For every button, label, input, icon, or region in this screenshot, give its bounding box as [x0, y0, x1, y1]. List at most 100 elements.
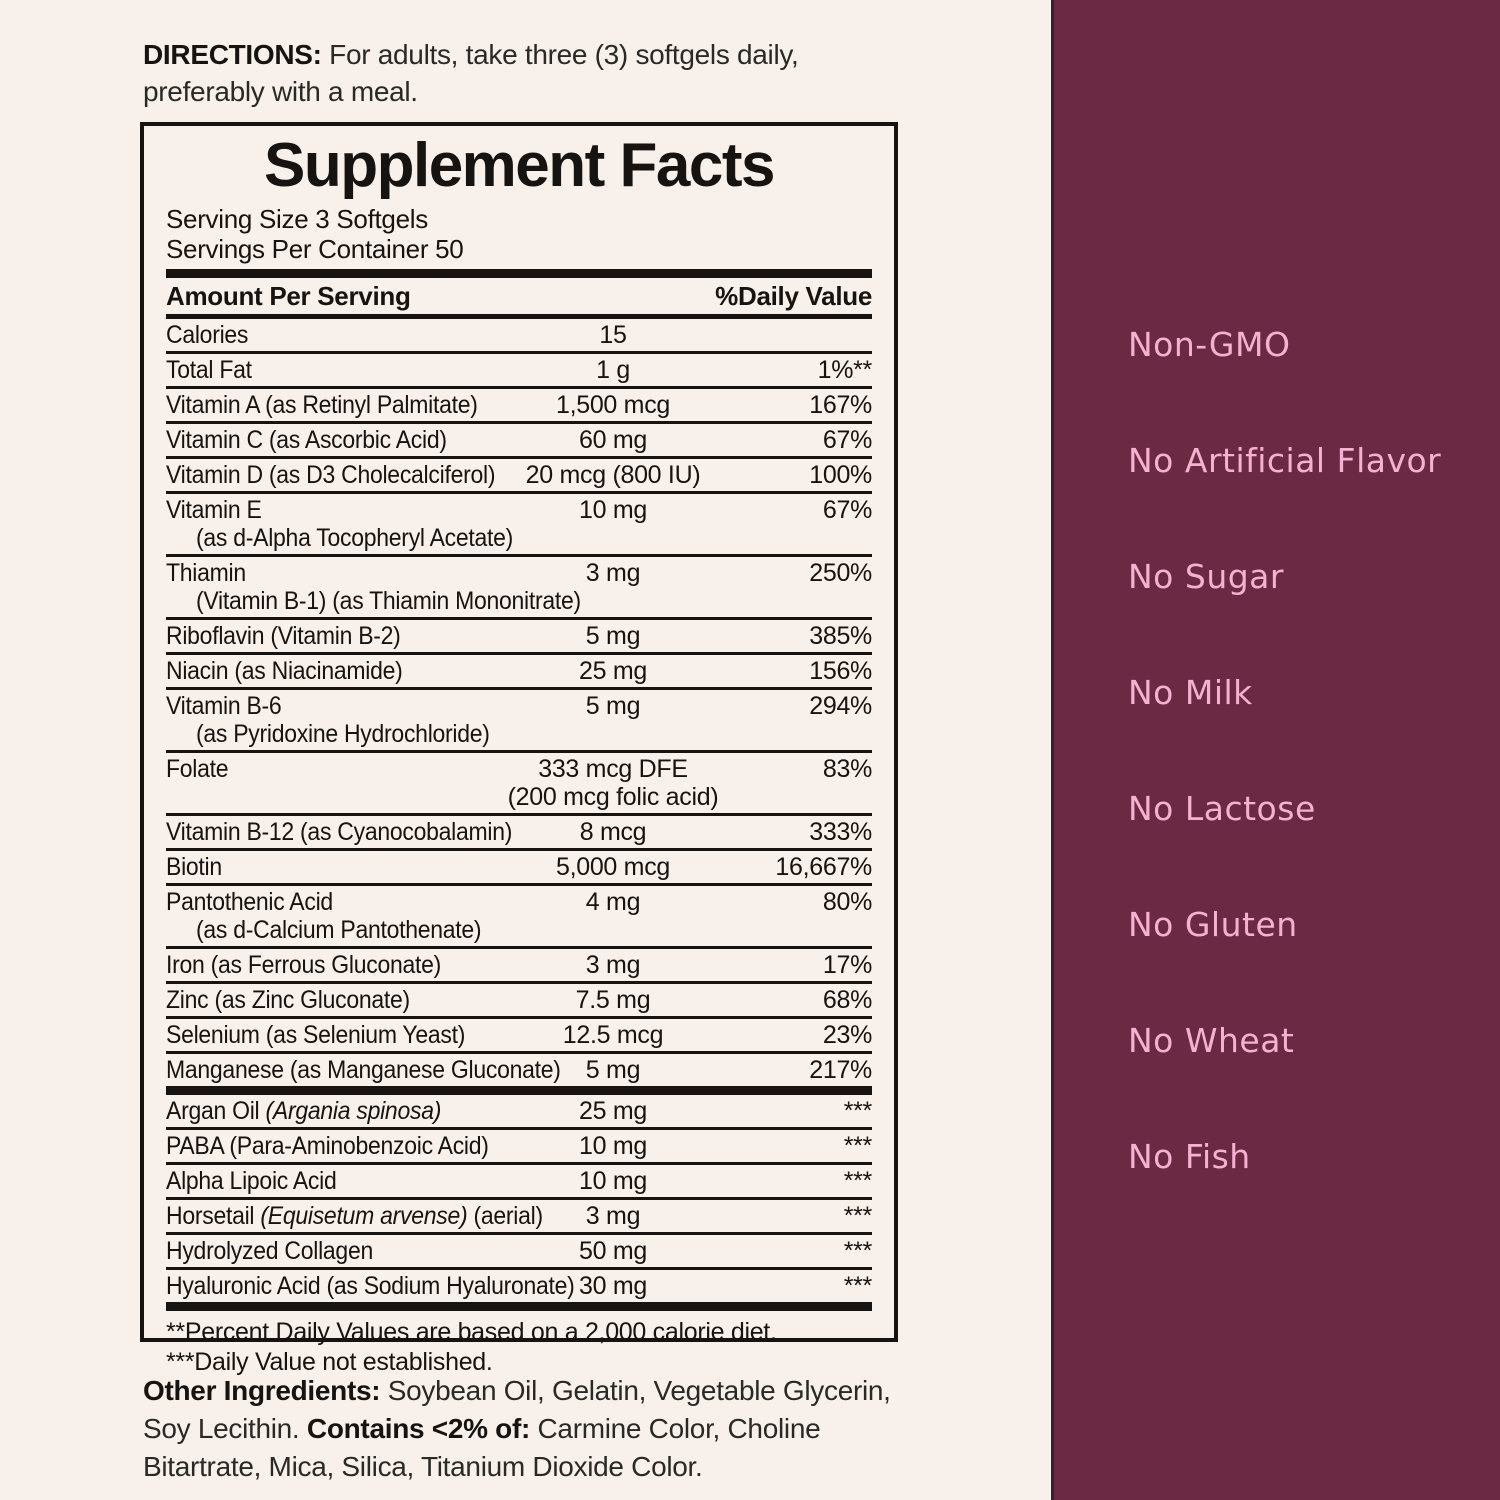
nutrient-amount: 1,500 mcg — [555, 391, 671, 419]
nutrient-name-latin: (Equisetum arvense) — [260, 1202, 468, 1230]
nutrient-daily-value: 16,667% — [775, 853, 872, 881]
nutrient-amount-line2: (200 mcg folic acid) — [166, 783, 872, 811]
nutrient-name-part: PABA (Para-Aminobenzoic Acid) — [166, 1132, 489, 1160]
nutrient-daily-value: 1%** — [817, 356, 873, 384]
table-row-line: Biotin 5,000 mcg 16,667% — [166, 853, 872, 881]
table-row-line: Alpha Lipoic Acid 10 mg *** — [166, 1167, 872, 1195]
table-row: Pantothenic Acid 4 mg 80% (as d-Calcium Pan… — [166, 883, 872, 946]
nutrient-name: Manganese (as Manganese Gluconate) — [166, 1056, 561, 1084]
nutrient-daily-value: 167% — [809, 391, 872, 419]
nutrient-amount: 10 mg — [579, 496, 647, 524]
nutrient-daily-value: 23% — [822, 1021, 872, 1049]
nutrient-amount: 5 mg — [585, 1056, 641, 1084]
nutrient-name-part: Vitamin E — [166, 496, 262, 524]
nutrient-name: Folate — [166, 755, 229, 783]
nutrient-name: Niacin (as Niacinamide) — [166, 657, 403, 685]
table-row-line: Thiamin 3 mg 250% — [166, 559, 872, 587]
nutrient-amount: 3 mg — [585, 951, 641, 979]
nutrient-name-part: Total Fat — [166, 356, 252, 384]
nutrient-amount-continued: (200 mcg folic acid) — [507, 783, 719, 811]
table-row: Total Fat 1 g 1%** — [166, 351, 872, 386]
table-row: Manganese (as Manganese Gluconate) 5 mg 21… — [166, 1051, 872, 1086]
nutrient-daily-value: *** — [843, 1132, 873, 1160]
nutrient-name: Horsetail (Equisetum arvense) (aerial) — [166, 1202, 543, 1230]
servings-per-container: Servings Per Container 50 — [166, 234, 464, 264]
nutrient-daily-value: 294% — [809, 692, 872, 720]
nutrient-daily-value: 250% — [809, 559, 872, 587]
directions-text: DIRECTIONS: For adults, take three (3) s… — [143, 36, 918, 110]
footnote-not-established: ***Daily Value not established. — [166, 1348, 493, 1376]
serving-size: Serving Size 3 Softgels — [166, 204, 428, 234]
nutrient-name-part: Alpha Lipoic Acid — [166, 1167, 337, 1195]
nutrient-amount: 15 — [599, 321, 627, 349]
nutrient-amount: 5 mg — [585, 622, 641, 650]
nutrient-daily-value: *** — [843, 1202, 873, 1230]
supplement-facts-title: Supplement Facts — [264, 131, 776, 200]
table-row: Vitamin A (as Retinyl Palmitate) 1,500 mc… — [166, 386, 872, 421]
section-divider — [166, 1302, 872, 1311]
section-divider — [166, 314, 872, 319]
nutrient-name-part: (aerial) — [467, 1202, 543, 1230]
claims-list: Non-GMO No Artificial Flavor No Sugar No Mi… — [1128, 325, 1441, 1177]
nutrient-name: Vitamin D (as D3 Cholecalciferol) — [166, 461, 495, 489]
table-row-line: Niacin (as Niacinamide) 25 mg 156% — [166, 657, 872, 685]
section-divider — [166, 269, 872, 278]
nutrient-amount: 7.5 mg — [575, 986, 651, 1014]
table-row: PABA (Para-Aminobenzoic Acid) 10 mg *** — [166, 1127, 872, 1162]
other-ingredients-label: Contains <2% of: — [306, 1413, 538, 1444]
table-row-line: Hydrolyzed Collagen 50 mg *** — [166, 1237, 872, 1265]
table-row-line: Vitamin B-6 5 mg 294% — [166, 692, 872, 720]
nutrient-name-part: Vitamin C (as Ascorbic Acid) — [166, 426, 447, 454]
nutrient-daily-value: 156% — [809, 657, 872, 685]
supplement-facts-panel: Supplement Facts Serving Size 3 Softgels… — [140, 122, 898, 1376]
table-row-line: Hyaluronic Acid (as Sodium Hyaluronate) 3… — [166, 1272, 872, 1300]
nutrient-name: Argan Oil (Argania spinosa) — [166, 1097, 441, 1125]
nutrient-name-part: Selenium (as Selenium Yeast) — [166, 1021, 466, 1049]
nutrient-name: Alpha Lipoic Acid — [166, 1167, 337, 1195]
table-row: Vitamin B-12 (as Cyanocobalamin) 8 mcg 333… — [166, 813, 872, 848]
nutrient-name-part: Pantothenic Acid — [166, 888, 333, 916]
nutrient-daily-value: *** — [843, 1272, 873, 1300]
table-row-line: Total Fat 1 g 1%** — [166, 356, 872, 384]
nutrient-name: Calories — [166, 321, 248, 349]
other-ingredients-value: Soybean Oil, Gelatin, Vegetable Glycerin… — [143, 1375, 891, 1444]
nutrient-daily-value: 100% — [809, 461, 872, 489]
nutrient-name: Selenium (as Selenium Yeast) — [166, 1021, 465, 1049]
nutrient-name: Riboflavin (Vitamin B-2) — [166, 622, 401, 650]
table-row: Calories 15 — [166, 319, 872, 351]
nutrient-name-line2: (as Pyridoxine Hydrochloride) — [166, 720, 872, 748]
nutrient-name-part: Vitamin B-12 (as Cyanocobalamin) — [166, 818, 513, 846]
table-row: Thiamin 3 mg 250% (Vitamin B-1) (as Thiamin… — [166, 554, 872, 617]
nutrient-daily-value: 385% — [809, 622, 872, 650]
nutrient-amount: 12.5 mcg — [562, 1021, 664, 1049]
claim-item: No Lactose — [1128, 789, 1316, 828]
nutrient-name: PABA (Para-Aminobenzoic Acid) — [166, 1132, 489, 1160]
nutrient-amount: 3 mg — [585, 1202, 641, 1230]
nutrient-name: Total Fat — [166, 356, 252, 384]
table-row-line: Iron (as Ferrous Gluconate) 3 mg 17% — [166, 951, 872, 979]
table-row: Horsetail (Equisetum arvense) (aerial) 3 … — [166, 1197, 872, 1232]
nutrient-name: Vitamin E — [166, 496, 262, 524]
nutrient-daily-value: 67% — [822, 426, 872, 454]
nutrient-name: Vitamin A (as Retinyl Palmitate) — [166, 391, 478, 419]
nutrient-name-part: Hyaluronic Acid (as Sodium Hyaluronate) — [166, 1272, 575, 1300]
nutrient-daily-value: 83% — [822, 755, 872, 783]
table-row: Argan Oil (Argania spinosa) 25 mg *** — [166, 1095, 872, 1127]
nutrient-name-continued: (as d-Alpha Tocopheryl Acetate) — [196, 524, 514, 552]
table-row-line: Calories 15 — [166, 321, 872, 349]
nutrient-daily-value: *** — [843, 1097, 873, 1125]
claims-panel: Non-GMO No Artificial Flavor No Sugar No Mi… — [1051, 0, 1500, 1500]
table-row: Vitamin D (as D3 Cholecalciferol) 20 mcg … — [166, 456, 872, 491]
nutrient-name-continued: (Vitamin B-1) (as Thiamin Mononitrate) — [196, 587, 581, 615]
claim-item: No Milk — [1128, 673, 1253, 712]
claim-item: No Artificial Flavor — [1128, 441, 1442, 480]
nutrient-amount: 60 mg — [579, 426, 647, 454]
nutrient-daily-value: 17% — [822, 951, 872, 979]
table-row: Selenium (as Selenium Yeast) 12.5 mcg 23% — [166, 1016, 872, 1051]
table-row-line: Pantothenic Acid 4 mg 80% — [166, 888, 872, 916]
table-row-line: Horsetail (Equisetum arvense) (aerial) 3 … — [166, 1202, 872, 1230]
table-row: Alpha Lipoic Acid 10 mg *** — [166, 1162, 872, 1197]
nutrient-name-part: Thiamin — [166, 559, 246, 587]
other-ingredients-value: Carmine Color, Choline Bitartrate, Mica,… — [143, 1413, 821, 1482]
claim-item: No Sugar — [1128, 557, 1284, 596]
